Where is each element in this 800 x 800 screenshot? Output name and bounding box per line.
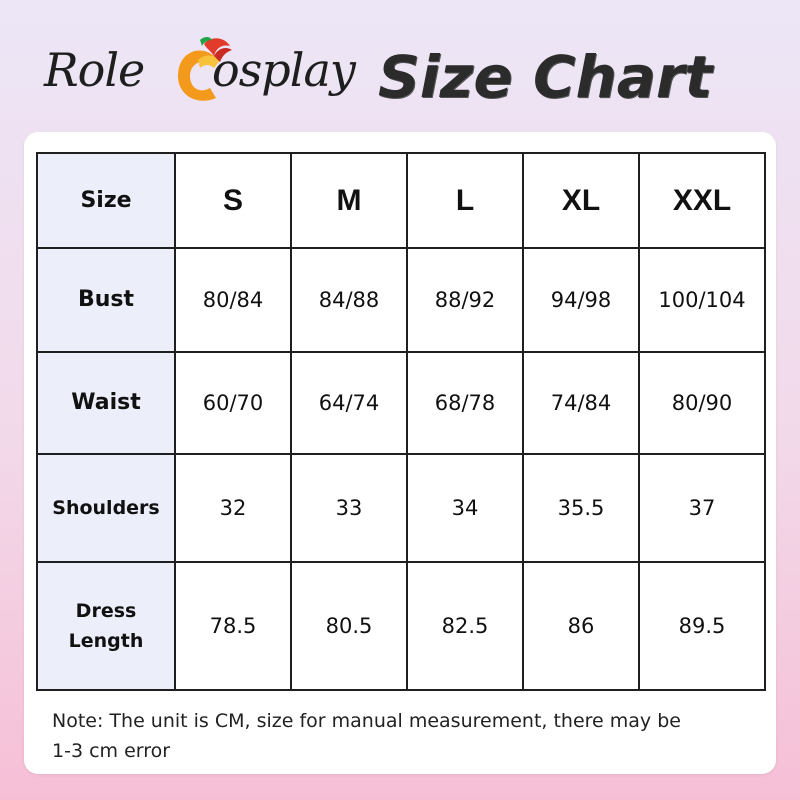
size-col-header: M	[290, 152, 408, 249]
table-cell: 32	[174, 453, 292, 563]
size-corner-label: Size	[36, 152, 176, 249]
note-line: Note: The unit is CM, size for manual me…	[52, 710, 681, 732]
logo-text-right: osplay	[212, 43, 356, 97]
table-cell: 60/70	[174, 351, 292, 455]
row-label-bust: Bust	[36, 247, 176, 353]
table-cell: 84/88	[290, 247, 408, 353]
table-row-waist: Waist 60/70 64/74 68/78 74/84 80/90	[36, 351, 766, 455]
row-label-waist: Waist	[36, 351, 176, 455]
page-title: Size Chart	[378, 43, 713, 111]
table-cell: 78.5	[174, 561, 292, 691]
table-cell: 68/78	[406, 351, 524, 455]
size-col-header: XL	[522, 152, 640, 249]
table-cell: 88/92	[406, 247, 524, 353]
table-cell: 64/74	[290, 351, 408, 455]
table-cell: 80.5	[290, 561, 408, 691]
size-table: Size S M L XL XXL Bust 80/84 84/88 88/92…	[36, 152, 766, 691]
row-label-shoulders: Shoulders	[36, 453, 176, 563]
table-row-dress-length: Dress Length 78.5 80.5 82.5 86 89.5	[36, 561, 766, 691]
table-cell: 35.5	[522, 453, 640, 563]
logo-text-left: Role	[44, 43, 145, 97]
table-cell: 33	[290, 453, 408, 563]
measurement-note: Note: The unit is CM, size for manual me…	[52, 706, 752, 766]
table-cell: 86	[522, 561, 640, 691]
size-col-header: S	[174, 152, 292, 249]
header: Role osplay Size Chart	[0, 0, 800, 130]
table-cell: 80/84	[174, 247, 292, 353]
row-label-line: Dress	[75, 600, 137, 622]
row-label-dress-length: Dress Length	[36, 561, 176, 691]
table-row-shoulders: Shoulders 32 33 34 35.5 37	[36, 453, 766, 563]
note-line: 1-3 cm error	[52, 740, 171, 762]
size-col-header: XXL	[638, 152, 766, 249]
table-cell: 74/84	[522, 351, 640, 455]
table-row-bust: Bust 80/84 84/88 88/92 94/98 100/104	[36, 247, 766, 353]
table-cell: 37	[638, 453, 766, 563]
table-header-row: Size S M L XL XXL	[36, 152, 766, 249]
table-cell: 82.5	[406, 561, 524, 691]
table-cell: 89.5	[638, 561, 766, 691]
table-cell: 34	[406, 453, 524, 563]
size-col-header: L	[406, 152, 524, 249]
rolecosplay-c-logo-icon	[178, 37, 232, 101]
row-label-line: Length	[68, 630, 144, 652]
table-cell: 94/98	[522, 247, 640, 353]
table-cell: 100/104	[638, 247, 766, 353]
table-cell: 80/90	[638, 351, 766, 455]
brand-logo: Role osplay	[44, 30, 374, 110]
